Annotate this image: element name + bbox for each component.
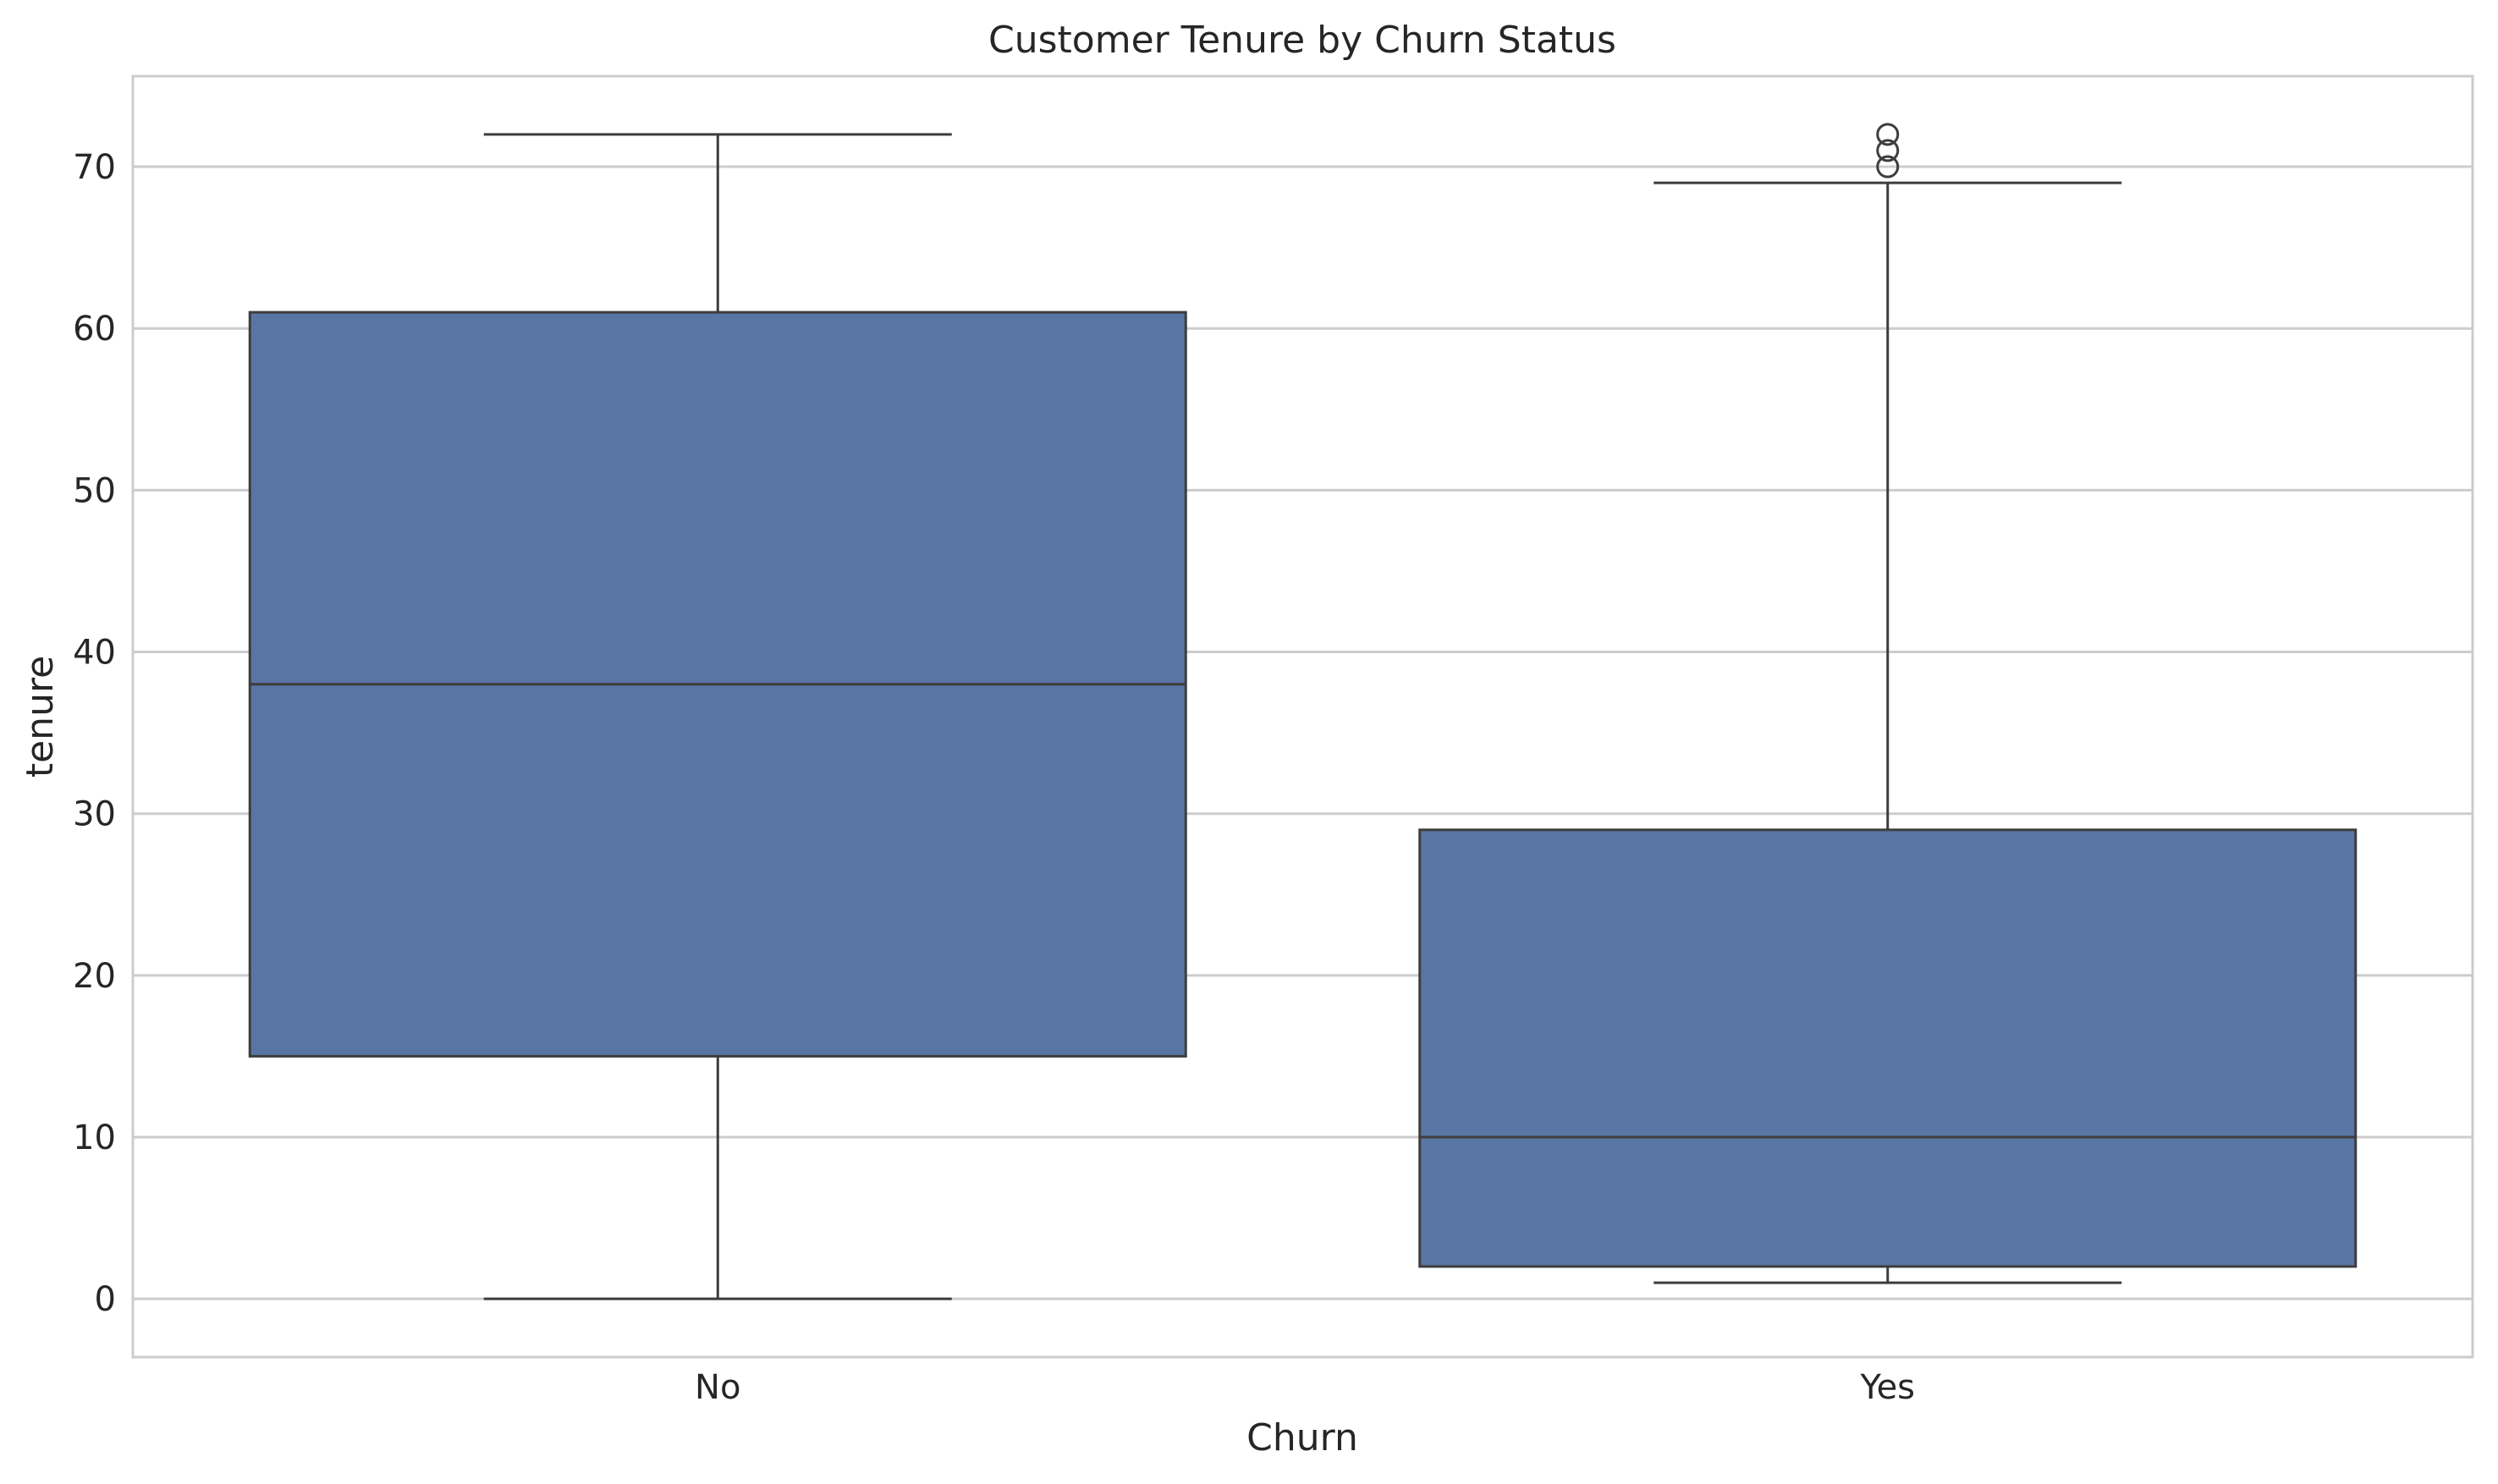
y-axis-label: tenure — [19, 656, 62, 778]
chart-title: Customer Tenure by Churn Status — [988, 19, 1616, 62]
x-axis-label: Churn — [1246, 1416, 1358, 1459]
box-group-yes — [1418, 123, 2358, 1284]
outlier-point-yes-0 — [1876, 155, 1900, 179]
y-tick-label-50: 50 — [73, 471, 116, 510]
y-tick-label-10: 10 — [73, 1118, 116, 1157]
x-tick-label-yes: Yes — [1859, 1368, 1915, 1407]
outlier-point-yes-2 — [1876, 123, 1900, 146]
y-tick-label-70: 70 — [73, 148, 116, 187]
box-group-no — [248, 133, 1187, 1300]
plot-frame — [131, 74, 2474, 1359]
y-tick-label-20: 20 — [73, 957, 116, 996]
x-tick-label-no: No — [695, 1368, 740, 1407]
y-tick-label-0: 0 — [95, 1280, 116, 1319]
y-tick-label-30: 30 — [73, 795, 116, 834]
y-tick-label-40: 40 — [73, 634, 116, 673]
iqr-box-yes — [1418, 828, 2358, 1268]
box-layer — [248, 123, 2358, 1300]
outlier-point-yes-1 — [1876, 139, 1900, 162]
y-tick-label-60: 60 — [73, 310, 116, 349]
tick-layer: 0 10 20 30 40 50 60 70 No Yes — [73, 148, 1915, 1407]
